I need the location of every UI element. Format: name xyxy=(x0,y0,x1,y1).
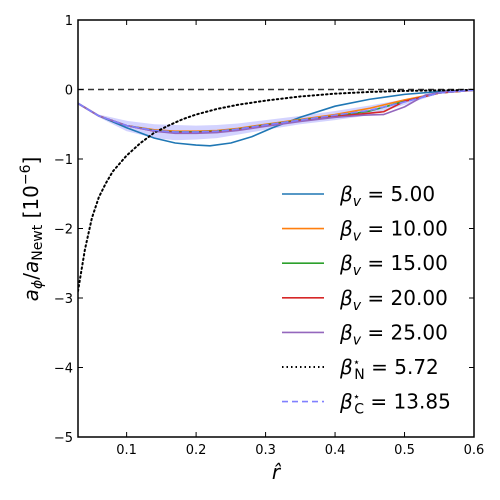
x-tick-label: 0.2 xyxy=(186,443,207,458)
y-tick-label: −5 xyxy=(54,431,73,446)
series-line-6 xyxy=(78,89,474,133)
y-axis-label: aϕ/aNewt [10−6] xyxy=(18,157,46,302)
series-line-5 xyxy=(78,88,474,293)
plot-area xyxy=(78,88,474,293)
x-tick-label: 0.4 xyxy=(325,443,346,458)
x-axis-label: r̂ xyxy=(272,460,282,484)
series-line-0 xyxy=(78,89,474,147)
y-tick-label: −1 xyxy=(54,153,73,168)
legend: βv = 5.00 βv = 10.00 βv = 15.00 βv = 20.00 β… xyxy=(282,182,451,418)
legend-label-5: β⋆ N = 5.72 xyxy=(339,355,439,383)
plot-content xyxy=(78,88,474,293)
x-tick-label: 0.1 xyxy=(116,443,137,458)
legend-label-3: βv = 20.00 xyxy=(339,286,448,314)
legend-label-4: βv = 25.00 xyxy=(339,320,448,348)
legend-label-6: β⋆ C = 13.85 xyxy=(339,390,451,418)
y-tick-label: −4 xyxy=(54,362,73,377)
legend-label-0: βv = 5.00 xyxy=(339,182,435,210)
ticks: 0.1 0.2 0.3 0.4 0.5 0.6 −5 −4 −3 −2 −1 0 1 xyxy=(54,14,485,458)
x-tick-label: 0.6 xyxy=(464,443,485,458)
legend-label-2: βv = 15.00 xyxy=(339,251,448,279)
x-tick-label: 0.5 xyxy=(394,443,415,458)
y-tick-label: 0 xyxy=(65,84,73,99)
y-tick-label: 1 xyxy=(65,14,73,29)
uncertainty-band-0 xyxy=(78,90,474,141)
y-tick-label: −3 xyxy=(54,292,73,307)
legend-label-1: βv = 10.00 xyxy=(339,217,448,245)
x-tick-label: 0.3 xyxy=(255,443,276,458)
y-tick-label: −2 xyxy=(54,223,73,238)
axis-labels: r̂ aϕ/aNewt [10−6] xyxy=(18,157,282,484)
